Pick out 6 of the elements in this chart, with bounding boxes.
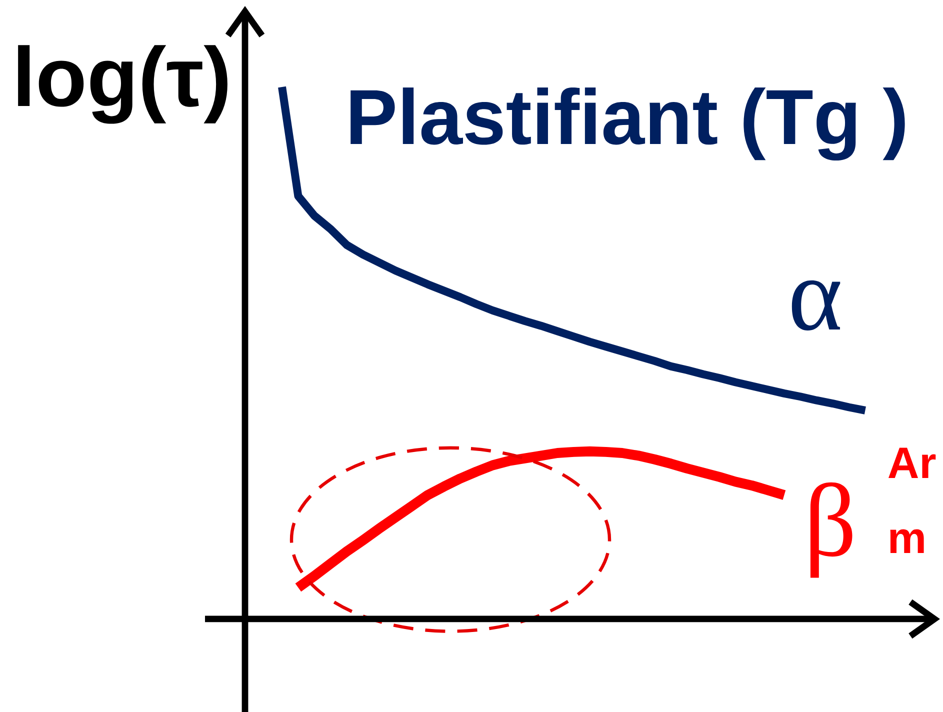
text: Ar [888, 448, 936, 478]
series-label: α [792, 280, 840, 330]
chart-title: Plastifiant (Tg ) [350, 87, 905, 161]
series-label: β [810, 482, 852, 578]
y-axis-title: log(τ) [18, 45, 228, 124]
text: m [890, 529, 924, 553]
